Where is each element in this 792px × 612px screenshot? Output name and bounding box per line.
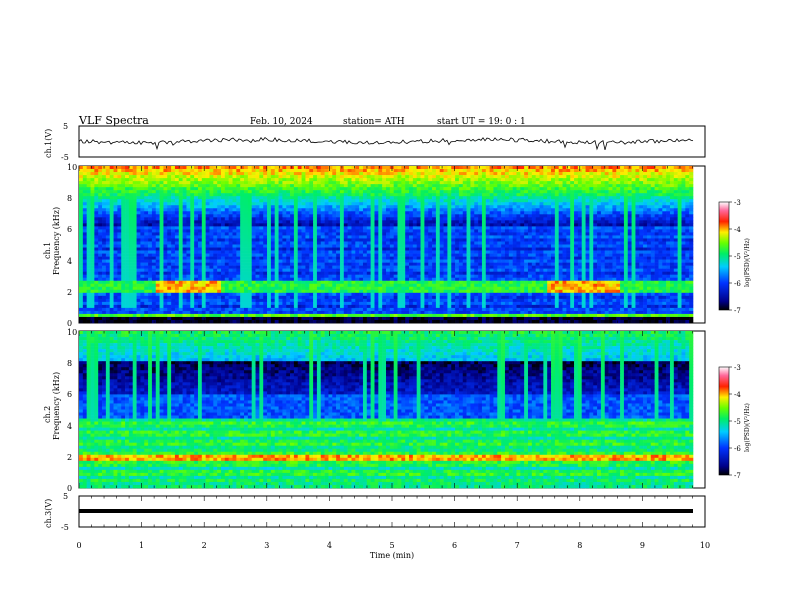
ch2-colorbar-tick-m7: -7 xyxy=(734,472,741,480)
ch2-ytick-6: 6 xyxy=(67,390,72,399)
xtick-label-4: 4 xyxy=(327,541,332,550)
time-axis-labels: 0 1 2 3 4 5 6 7 8 9 10 Time (min) xyxy=(76,541,710,560)
ch3-waveform-panel: 5 -5 ch.3(V) xyxy=(44,492,706,532)
ch2-ytick-0: 0 xyxy=(67,484,72,493)
ch2-colorbar-tick-m6: -6 xyxy=(734,445,741,453)
date-label: Feb. 10, 2024 xyxy=(250,117,313,127)
ch3-waveform-line xyxy=(79,509,693,513)
ch2-colorbar-tick-m5: -5 xyxy=(734,418,741,426)
ch2-colorbar-gradient xyxy=(718,366,730,476)
ch1-colorbar-tick-m4: -4 xyxy=(734,226,741,234)
ch1-ytick-top: 5 xyxy=(63,122,68,131)
ch1-ytick-bottom: -5 xyxy=(61,153,69,162)
ch2-ytick-10: 10 xyxy=(67,328,77,337)
xtick-label-6: 6 xyxy=(452,541,457,550)
ch1-colorbar-gradient xyxy=(718,201,730,311)
ch2-frequency-ylabel: Frequency (kHz) xyxy=(52,372,61,440)
ch1-ytick-8: 8 xyxy=(67,194,72,203)
ch1-spectrogram-panel: 10 8 6 4 2 0 ch.1 Frequency (kHz) xyxy=(43,163,706,328)
ch2-ytick-8: 8 xyxy=(67,359,72,368)
ch1-ytick-6: 6 xyxy=(67,225,72,234)
ch1-colorbar-tick-m3: -3 xyxy=(734,199,741,207)
ch1-spectrogram-ticks xyxy=(78,166,706,323)
xtick-label-3: 3 xyxy=(264,541,269,550)
ch2-spectrogram-image xyxy=(79,331,694,489)
xtick-label-9: 9 xyxy=(640,541,645,550)
ch2-ytick-4: 4 xyxy=(67,422,72,431)
xtick-label-2: 2 xyxy=(202,541,207,550)
ch1-colorbar-tick-m7: -7 xyxy=(734,307,741,315)
time-axis-ticks xyxy=(78,496,706,527)
ch1-ylabel: ch.1(V) xyxy=(44,129,53,158)
xtick-label-10: 10 xyxy=(700,541,710,550)
start-time-label: start UT = 19: 0 : 1 xyxy=(437,117,526,127)
ch1-waveform-panel: 5 -5 ch.1(V) xyxy=(44,122,706,162)
ch1-colorbar-tick-m5: -5 xyxy=(734,253,741,261)
ch2-colorbar-tick-m4: -4 xyxy=(734,391,741,399)
figure-title: VLF Spectra xyxy=(78,114,149,127)
ch2-colorbar-label: log(PSD)(V²/Hz) xyxy=(744,403,751,452)
ch1-colorbar-label: log(PSD)(V²/Hz) xyxy=(744,238,751,287)
ch2-colorbar-tick-m3: -3 xyxy=(734,364,741,372)
ch2-channel-label: ch.2 xyxy=(43,406,52,423)
ch1-waveform-line xyxy=(78,136,694,151)
xtick-label-5: 5 xyxy=(389,541,394,550)
xtick-label-8: 8 xyxy=(577,541,582,550)
ch2-spectrogram-ticks xyxy=(78,331,706,488)
ch1-colorbar: -3 -4 -5 -6 -7 log(PSD)(V²/Hz) xyxy=(718,199,751,315)
ch3-ytick-top: 5 xyxy=(63,492,68,501)
ch3-ylabel: ch.3(V) xyxy=(44,499,53,528)
ch2-colorbar: -3 -4 -5 -6 -7 log(PSD)(V²/Hz) xyxy=(718,364,751,480)
xtick-label-0: 0 xyxy=(76,541,81,550)
ch1-waveform-frame xyxy=(78,125,706,158)
ch1-ytick-0: 0 xyxy=(67,319,72,328)
ch3-ytick-bottom: -5 xyxy=(61,523,69,532)
ch1-ytick-4: 4 xyxy=(67,257,72,266)
ch1-frequency-ylabel: Frequency (kHz) xyxy=(52,207,61,275)
ch1-channel-label: ch.1 xyxy=(43,242,52,259)
ch2-spectrogram-panel: 10 8 6 4 2 0 ch.2 Frequency (kHz) xyxy=(43,328,706,493)
xtick-label-1: 1 xyxy=(139,541,144,550)
time-xlabel: Time (min) xyxy=(370,551,414,560)
ch1-ytick-10: 10 xyxy=(67,163,77,172)
station-label: station= ATH xyxy=(343,117,405,127)
xtick-label-7: 7 xyxy=(515,541,520,550)
ch2-ytick-2: 2 xyxy=(67,453,72,462)
ch1-colorbar-tick-m6: -6 xyxy=(734,280,741,288)
ch1-spectrogram-image xyxy=(79,166,694,324)
ch1-ytick-2: 2 xyxy=(67,288,72,297)
